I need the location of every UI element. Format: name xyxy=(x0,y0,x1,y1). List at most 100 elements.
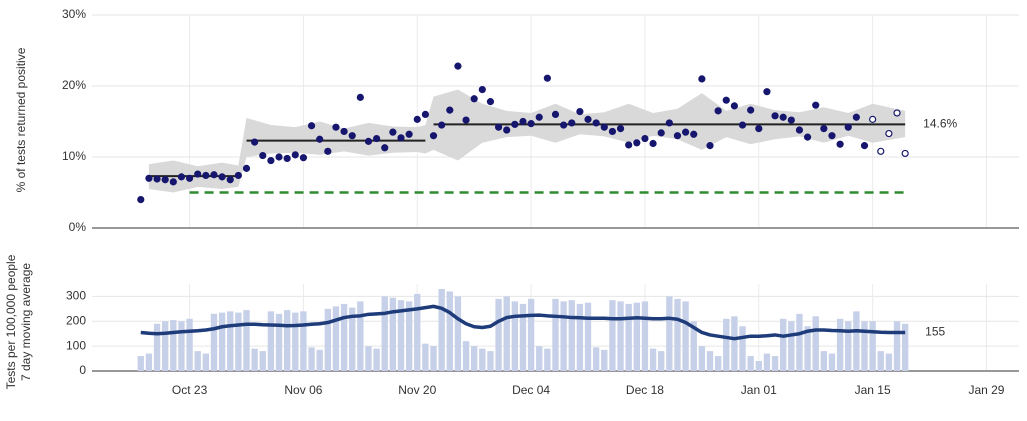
data-point xyxy=(901,149,909,158)
moving-average-line xyxy=(140,304,906,341)
bar xyxy=(552,298,559,371)
data-point xyxy=(869,115,877,123)
data-point xyxy=(828,132,836,140)
data-point xyxy=(771,112,779,120)
bar xyxy=(259,351,266,371)
data-point xyxy=(616,125,625,133)
bar xyxy=(243,310,250,371)
data-point xyxy=(267,156,275,165)
data-point xyxy=(657,129,665,137)
data-point xyxy=(299,154,308,162)
data-point xyxy=(226,176,234,184)
x-tick-label: Nov 06 xyxy=(284,383,322,397)
data-point xyxy=(486,98,495,106)
bar xyxy=(210,313,218,371)
bar xyxy=(536,346,543,371)
data-point xyxy=(852,113,860,121)
bar xyxy=(641,301,649,371)
bar xyxy=(804,326,811,371)
bar xyxy=(218,312,226,371)
data-point xyxy=(194,170,202,178)
bar xyxy=(625,303,632,371)
data-point xyxy=(844,123,852,131)
bar xyxy=(373,348,380,371)
bar xyxy=(332,306,340,371)
bar xyxy=(479,348,486,371)
data-point xyxy=(551,110,560,119)
bar xyxy=(853,311,860,371)
data-point xyxy=(860,142,869,150)
bar xyxy=(178,321,185,371)
data-point xyxy=(673,132,682,140)
data-point xyxy=(795,126,804,134)
bar xyxy=(300,311,307,371)
data-point xyxy=(706,142,714,150)
bar xyxy=(316,349,323,371)
data-point xyxy=(812,101,820,109)
data-point xyxy=(218,173,226,181)
bar xyxy=(235,312,242,371)
data-point xyxy=(527,120,535,128)
data-point xyxy=(560,121,568,129)
bar xyxy=(788,321,795,371)
bar xyxy=(796,313,803,371)
bar xyxy=(308,347,315,371)
data-point xyxy=(291,151,299,159)
bar xyxy=(828,353,836,371)
bar xyxy=(283,310,291,371)
bar xyxy=(349,307,356,371)
bar xyxy=(731,316,738,371)
bar xyxy=(771,356,779,371)
data-point xyxy=(885,129,893,138)
bar xyxy=(186,318,193,371)
bar xyxy=(503,296,510,371)
bar xyxy=(267,311,275,371)
data-point xyxy=(584,115,592,123)
data-point xyxy=(283,154,291,163)
bar xyxy=(438,288,445,371)
bar xyxy=(462,341,470,371)
bar xyxy=(560,301,567,371)
data-point xyxy=(259,151,267,160)
bar xyxy=(706,351,714,371)
data-point xyxy=(682,128,690,136)
bar xyxy=(901,323,909,371)
bar xyxy=(381,296,388,371)
bar xyxy=(698,346,706,371)
data-point xyxy=(185,174,194,182)
bar xyxy=(869,321,876,371)
bar xyxy=(845,321,852,371)
data-point xyxy=(600,123,608,131)
bar xyxy=(592,347,600,371)
bar xyxy=(405,301,413,371)
bar xyxy=(861,321,868,371)
bar xyxy=(389,297,397,371)
bar xyxy=(519,303,527,371)
bar xyxy=(511,301,519,371)
bar xyxy=(162,321,169,371)
confidence-band xyxy=(148,89,906,193)
data-point xyxy=(511,120,519,128)
bar xyxy=(471,346,478,371)
bar xyxy=(153,323,161,371)
bar xyxy=(202,353,210,371)
data-point xyxy=(470,95,478,103)
x-tick-label: Oct 23 xyxy=(172,383,208,397)
bar xyxy=(251,348,258,371)
data-point xyxy=(665,119,673,127)
data-point xyxy=(454,62,462,70)
bar xyxy=(723,318,730,371)
bar xyxy=(885,353,893,371)
bar xyxy=(422,343,429,371)
data-point xyxy=(625,141,633,149)
data-point xyxy=(340,127,348,136)
y-tick-label: 20% xyxy=(62,78,86,92)
bar xyxy=(609,300,616,371)
data-point xyxy=(779,113,787,121)
data-point xyxy=(356,93,364,101)
bar xyxy=(617,301,624,371)
data-point xyxy=(446,106,454,114)
x-tick-label: Nov 20 xyxy=(398,383,436,397)
bar xyxy=(137,356,144,371)
